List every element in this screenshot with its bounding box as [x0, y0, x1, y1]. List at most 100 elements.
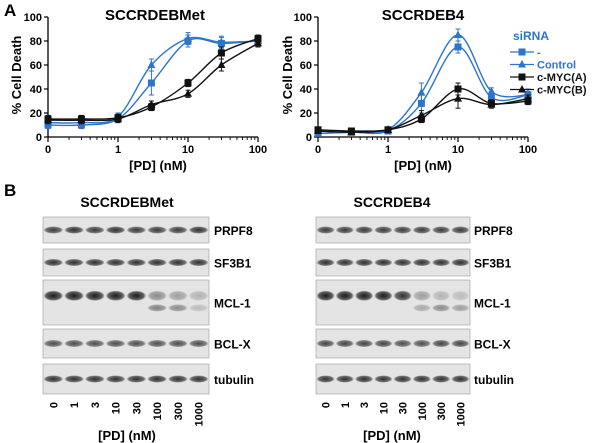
blot-band — [413, 290, 431, 301]
blot-title: SCCRDEBMet — [80, 194, 174, 210]
blot-band — [355, 226, 373, 234]
blot-band — [189, 375, 209, 383]
blot-band — [43, 339, 63, 348]
data-point — [217, 60, 226, 68]
blot-band — [106, 375, 126, 383]
y-tick-label: 0 — [36, 132, 42, 144]
blot-band — [43, 290, 63, 301]
blot-band — [393, 339, 412, 348]
blot-title: SCCRDEB4 — [353, 194, 430, 210]
blot-band — [168, 290, 188, 301]
blot-band — [168, 258, 188, 267]
blot-band — [374, 226, 393, 234]
x-tick-label: 1 — [385, 144, 391, 156]
blot-band — [85, 290, 105, 301]
lane-label: 1 — [69, 402, 81, 408]
lane-label: 1 — [340, 402, 352, 408]
data-point — [217, 49, 225, 57]
y-tick-label: 60 — [300, 60, 312, 72]
data-point — [184, 89, 192, 97]
data-point — [314, 126, 322, 134]
data-point — [184, 34, 192, 42]
blot-band — [316, 375, 335, 383]
legend-marker — [518, 60, 526, 68]
protein-label: MCL-1 — [214, 297, 251, 311]
x-tick-label: 1 — [115, 144, 121, 156]
blot-band — [106, 258, 126, 267]
y-tick-label: 20 — [300, 108, 312, 120]
blot-band — [147, 290, 167, 301]
protein-label: BCL-X — [214, 338, 251, 352]
blot-band — [432, 226, 450, 234]
blot-band — [355, 258, 373, 267]
legend-label: - — [537, 47, 541, 59]
blot-band — [147, 304, 167, 312]
lane-label: 0 — [321, 402, 333, 408]
blot-band — [168, 339, 188, 348]
blot-band — [126, 258, 146, 267]
blot-band — [432, 375, 450, 383]
data-point — [417, 110, 426, 119]
blot-band — [126, 375, 146, 383]
blot-band — [64, 290, 84, 301]
blot-band — [374, 290, 393, 301]
blot-band — [413, 226, 431, 234]
y-tick-label: 80 — [300, 36, 312, 48]
lane-label: 100 — [417, 402, 429, 420]
blot-band — [147, 339, 167, 348]
blot-strip — [42, 279, 210, 326]
blot-band — [374, 258, 393, 267]
blot-band — [189, 304, 209, 312]
blot-band — [106, 290, 126, 301]
blot-band — [64, 258, 84, 267]
data-point — [454, 30, 462, 38]
blot-band — [189, 258, 209, 267]
blot-band — [374, 375, 393, 383]
blot-band — [147, 375, 167, 383]
blot-band — [336, 258, 354, 267]
blot-band — [413, 339, 431, 348]
blot-band — [432, 258, 450, 267]
blot-band — [355, 375, 373, 383]
blot-band — [106, 339, 126, 348]
blot-band — [85, 339, 105, 348]
blot-band — [85, 258, 105, 267]
blot-band — [43, 258, 63, 267]
data-point — [347, 127, 356, 136]
blot-band — [393, 375, 412, 383]
protein-label: tubulin — [214, 373, 254, 387]
x-tick-label: 0 — [315, 144, 321, 156]
blot-sccrdebmet: SCCRDEBMet [PD] (nM) PRPF8 SF3B1 MCL-1 BCL-… — [42, 194, 254, 443]
blot-band — [336, 290, 354, 301]
blot-band — [451, 258, 470, 267]
lane-label: 3 — [90, 402, 102, 408]
data-point — [487, 86, 496, 95]
legend-marker — [518, 85, 526, 93]
y-axis-label: % Cell Death — [9, 36, 24, 115]
protein-label: SF3B1 — [474, 257, 512, 271]
legend-label: Control — [537, 60, 576, 72]
blot-band — [336, 339, 354, 348]
lane-label: 1000 — [194, 402, 206, 426]
data-point — [417, 88, 426, 96]
legend-label: c-MYC(B) — [537, 85, 587, 97]
blot-band — [451, 304, 470, 312]
protein-label: SF3B1 — [214, 257, 252, 271]
x-tick-label: 100 — [519, 144, 537, 156]
blot-band — [126, 226, 146, 234]
lane-label: 10 — [378, 402, 390, 414]
chart-sccrdeb4: SCCRDEB4 % Cell Death [PD] (nM) 0 20 40 60 8… — [280, 7, 537, 173]
x-tick-label: 10 — [182, 144, 194, 156]
blot-band — [316, 339, 335, 348]
data-point — [254, 38, 262, 47]
lane-label: 10 — [111, 402, 123, 414]
blot-band — [189, 226, 209, 234]
legend-label: c-MYC(A) — [537, 72, 587, 84]
data-point — [184, 79, 192, 87]
data-point — [44, 115, 52, 124]
chart-title: SCCRDEB4 — [382, 7, 465, 24]
blot-band — [316, 290, 335, 301]
blot-band — [147, 258, 167, 267]
protein-label: MCL-1 — [474, 297, 511, 311]
blot-x-label: [PD] (nM) — [363, 428, 421, 443]
